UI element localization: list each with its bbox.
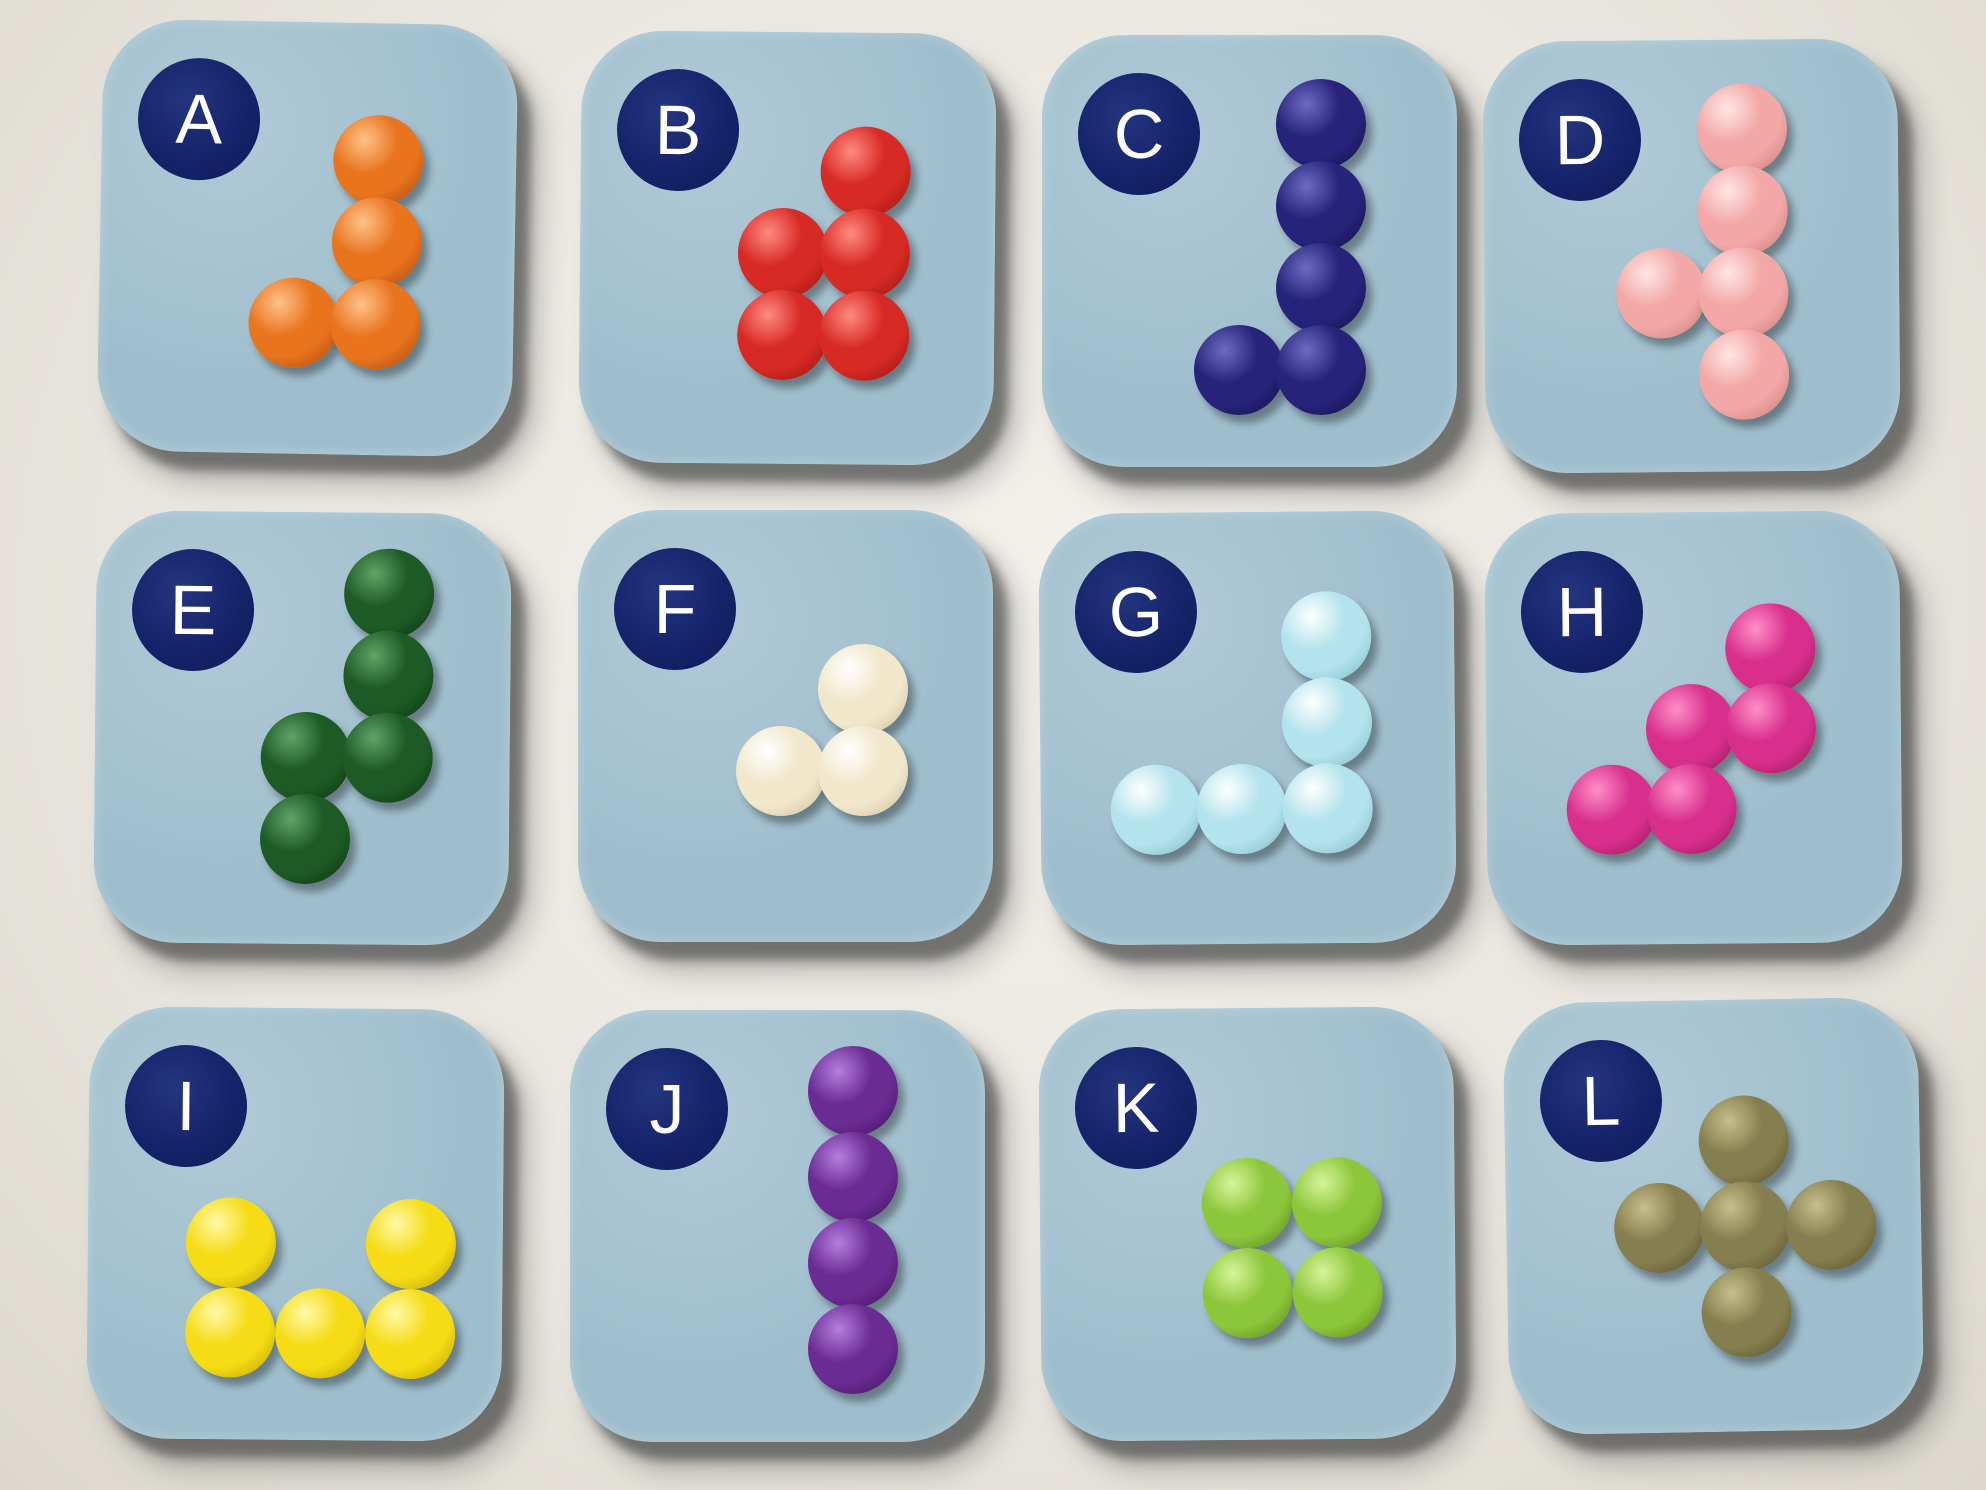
tile-g[interactable]: G	[1038, 510, 1457, 946]
bead-c-2	[1276, 161, 1366, 251]
tile-e[interactable]: E	[93, 510, 512, 946]
piece-i	[90, 1006, 505, 1010]
bead-h-3	[1725, 682, 1817, 774]
label-badge-l: L	[1538, 1038, 1664, 1164]
tile-b[interactable]: B	[578, 30, 997, 466]
bead-h-5	[1646, 763, 1738, 855]
bead-i-2	[365, 1198, 457, 1290]
piece-l	[1502, 996, 1917, 1003]
bead-l-5	[1700, 1266, 1793, 1359]
bead-a-4	[329, 278, 422, 370]
bead-k-4	[1292, 1246, 1383, 1338]
bead-g-4	[1196, 763, 1288, 855]
bead-e-1	[343, 548, 435, 640]
bead-h-4	[1566, 764, 1658, 856]
bead-c-4	[1194, 325, 1284, 415]
bead-c-3	[1276, 243, 1366, 333]
bead-d-4	[1697, 247, 1789, 338]
bead-j-3	[808, 1218, 898, 1308]
bead-g-5	[1282, 762, 1374, 854]
label-badge-c: C	[1078, 73, 1200, 195]
bead-g-1	[1280, 590, 1372, 682]
bead-k-3	[1202, 1247, 1293, 1339]
bead-b-2	[737, 207, 829, 299]
tile-c[interactable]: C	[1042, 35, 1457, 467]
bead-b-4	[736, 289, 828, 381]
piece-e	[97, 510, 512, 514]
tile-k[interactable]: K	[1038, 1006, 1457, 1442]
bead-f-2	[736, 726, 826, 816]
tile-f[interactable]: F	[578, 510, 993, 942]
label-badge-d: D	[1518, 78, 1642, 202]
tile-h[interactable]: H	[1484, 510, 1903, 946]
bead-h-2	[1645, 683, 1737, 775]
tile-i[interactable]: I	[86, 1006, 505, 1442]
bead-i-4	[274, 1287, 366, 1379]
label-badge-e: E	[131, 548, 255, 672]
bead-b-5	[818, 290, 910, 382]
label-badge-f: F	[614, 548, 736, 670]
label-badge-a: A	[137, 57, 262, 182]
bead-e-2	[343, 630, 434, 722]
tile-j[interactable]: J	[570, 1010, 985, 1442]
bead-b-1	[820, 126, 912, 218]
bead-e-3	[260, 711, 352, 803]
piece-d	[1482, 38, 1897, 42]
bead-l-2	[1613, 1182, 1705, 1274]
bead-h-1	[1724, 602, 1816, 694]
bead-f-1	[818, 644, 908, 734]
bead-c-5	[1276, 325, 1366, 415]
piece-h	[1484, 510, 1899, 514]
bead-l-1	[1697, 1094, 1790, 1187]
bead-k-1	[1201, 1157, 1293, 1249]
bead-d-1	[1696, 83, 1788, 174]
bead-j-1	[808, 1046, 898, 1136]
piece-b	[582, 30, 997, 34]
bead-b-3	[819, 208, 911, 300]
bead-d-5	[1698, 329, 1790, 420]
piece-a	[104, 18, 519, 25]
bead-d-2	[1697, 165, 1788, 256]
bead-d-3	[1615, 247, 1707, 339]
tile-l[interactable]: L	[1502, 996, 1925, 1436]
bead-i-1	[185, 1197, 277, 1288]
label-badge-g: G	[1074, 550, 1198, 674]
tile-a[interactable]: A	[96, 18, 519, 458]
bead-f-3	[818, 726, 908, 816]
bead-i-3	[184, 1287, 276, 1378]
bead-c-1	[1276, 79, 1366, 169]
bead-a-3	[247, 276, 340, 369]
piece-k	[1038, 1006, 1453, 1010]
bead-g-3	[1110, 764, 1202, 856]
bead-e-4	[342, 712, 434, 804]
bead-g-2	[1281, 676, 1373, 768]
label-badge-b: B	[616, 68, 740, 192]
bead-e-5	[259, 793, 351, 885]
label-badge-h: H	[1520, 550, 1644, 674]
piece-g	[1038, 510, 1453, 514]
bead-i-5	[364, 1288, 456, 1380]
tile-d[interactable]: D	[1482, 38, 1901, 474]
bead-k-2	[1291, 1156, 1383, 1248]
label-badge-i: I	[124, 1044, 248, 1168]
label-badge-k: K	[1074, 1046, 1198, 1170]
label-badge-j: J	[606, 1048, 728, 1170]
bead-a-1	[332, 114, 425, 207]
bead-j-4	[808, 1304, 898, 1394]
bead-l-4	[1785, 1179, 1877, 1271]
bead-j-2	[808, 1132, 898, 1222]
bead-l-3	[1699, 1180, 1791, 1273]
bead-a-2	[331, 196, 423, 288]
